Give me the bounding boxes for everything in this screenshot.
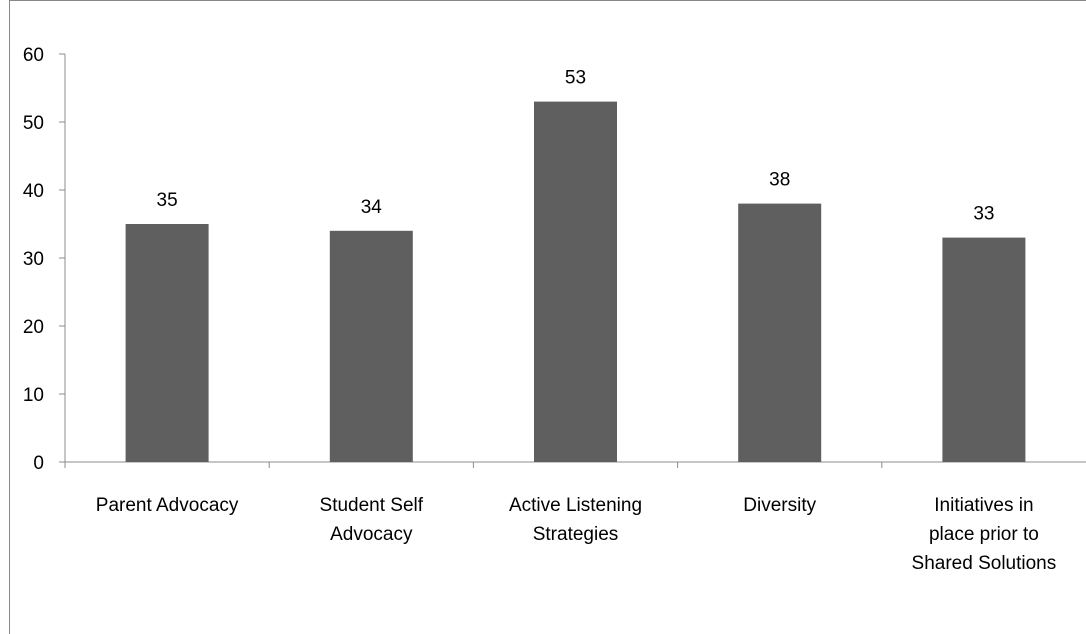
category-label: Initiatives in place prior to Shared Solut… <box>912 495 1057 574</box>
x-axis <box>59 461 1086 468</box>
bar <box>738 203 822 462</box>
bar <box>125 224 209 462</box>
data-labels: 35 34 53 38 33 <box>157 68 995 225</box>
y-tick-label: 0 <box>33 453 44 474</box>
chart-frame <box>9 0 1086 634</box>
data-label: 34 <box>361 197 383 218</box>
y-tick-label: 50 <box>23 113 44 134</box>
data-label: 53 <box>565 68 586 89</box>
y-tick-label: 20 <box>23 317 44 338</box>
category-label: Diversity <box>743 495 816 516</box>
bar <box>534 101 617 462</box>
bar <box>329 230 413 462</box>
bars <box>125 101 1026 462</box>
data-label: 35 <box>157 190 178 211</box>
bar <box>942 237 1026 462</box>
data-label: 33 <box>973 204 994 225</box>
y-axis: 0 10 20 30 40 50 60 <box>23 45 66 474</box>
category-label: Student Self Advocacy <box>320 495 424 545</box>
y-tick-label: 30 <box>23 249 44 270</box>
category-label: Parent Advocacy <box>96 495 239 516</box>
data-label: 38 <box>769 170 790 191</box>
y-tick-label: 60 <box>23 45 44 66</box>
y-tick-label: 40 <box>23 181 44 202</box>
category-label: Active Listening Strategies <box>509 495 642 545</box>
y-tick-label: 10 <box>23 385 44 406</box>
category-labels: Parent Advocacy Student Self Advocacy Activ… <box>96 495 1056 574</box>
